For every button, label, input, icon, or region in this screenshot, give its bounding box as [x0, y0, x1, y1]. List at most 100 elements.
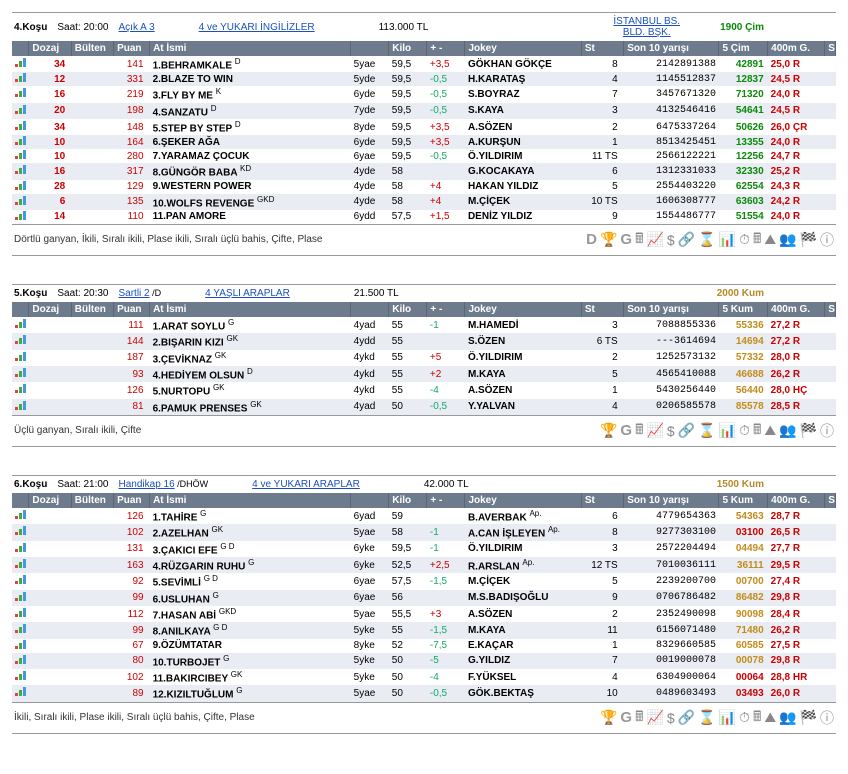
table-row[interactable]: 1261.TAHİRE G6yad59B.AVERBAK Ap.64779654…: [12, 508, 836, 524]
col-header[interactable]: [12, 493, 29, 508]
col-header[interactable]: [351, 493, 389, 508]
col-header[interactable]: St: [581, 493, 623, 508]
col-header[interactable]: Puan: [114, 41, 150, 56]
table-row[interactable]: 679.ÖZÜMTATAR8yke52-7,5E.KAÇAR1832966058…: [12, 639, 836, 653]
col-header[interactable]: 400m G.: [768, 493, 825, 508]
col-header[interactable]: [351, 41, 389, 56]
footer-icon[interactable]: 🏁: [800, 709, 817, 726]
col-header[interactable]: [12, 41, 29, 56]
table-row[interactable]: 1873.ÇEVİKNAZ GK4ykd55+5Ö.YILDIRIM212525…: [12, 350, 836, 366]
footer-icon[interactable]: ⓘ: [820, 230, 834, 250]
footer-icon[interactable]: ⌛: [698, 422, 715, 439]
col-header[interactable]: Jokey: [465, 41, 581, 56]
footer-icon[interactable]: ⓘ: [820, 421, 834, 441]
col-header[interactable]: At İsmi: [150, 41, 351, 56]
race-venue-link[interactable]: İSTANBUL BS.BLD. BŞK.: [613, 16, 680, 38]
col-header[interactable]: 5 Kum: [719, 302, 768, 317]
footer-icon[interactable]: $: [667, 710, 675, 726]
table-row[interactable]: 8010.TURBOJET G5yke50-5G.YILDIZ700190000…: [12, 653, 836, 669]
footer-icon[interactable]: 🖩: [753, 419, 761, 443]
footer-icon[interactable]: $: [667, 232, 675, 248]
footer-icon[interactable]: 📊: [719, 709, 736, 726]
chart-icon[interactable]: [15, 105, 26, 114]
col-header[interactable]: 400m G.: [768, 302, 825, 317]
chart-icon[interactable]: [15, 510, 26, 519]
col-header[interactable]: Son 10 yarışı: [624, 41, 719, 56]
chart-icon[interactable]: [15, 150, 26, 159]
col-header[interactable]: Dozaj: [29, 493, 71, 508]
footer-icon[interactable]: 🏁: [800, 231, 817, 248]
footer-icon[interactable]: 📊: [719, 422, 736, 439]
footer-icon[interactable]: G: [620, 709, 632, 726]
chart-icon[interactable]: [15, 181, 26, 190]
race-type-link[interactable]: 4 ve YUKARI ARAPLAR: [252, 479, 360, 490]
table-row[interactable]: 934.HEDİYEM OLSUN D4ykd55+2M.KAYA5456541…: [12, 366, 836, 382]
table-row[interactable]: 925.SEVİMLİ G D6yae57,5-1,5M.ÇİÇEK522392…: [12, 573, 836, 589]
bet-type-icon[interactable]: D: [586, 231, 597, 248]
table-row[interactable]: 162193.FLY BY ME K6yde59,5-0,5S.BOYRAZ73…: [12, 86, 836, 102]
footer-icon[interactable]: ⏱: [739, 231, 750, 248]
table-row[interactable]: 201984.SANZATU D7yde59,5-0,5S.KAYA341325…: [12, 103, 836, 119]
race-condition[interactable]: Açık A 3: [119, 22, 155, 33]
chart-icon[interactable]: [15, 352, 26, 361]
chart-icon[interactable]: [15, 196, 26, 205]
col-header[interactable]: Son 10 yarışı: [624, 302, 719, 317]
chart-icon[interactable]: [15, 401, 26, 410]
chart-icon[interactable]: [15, 121, 26, 130]
table-row[interactable]: 101646.ŞEKER AĞA6yde59,5+3,5A.KURŞUN1851…: [12, 135, 836, 149]
race-type-link[interactable]: 4 YAŞLI ARAPLAR: [205, 288, 290, 299]
footer-icon[interactable]: 🔗: [678, 231, 695, 248]
race-condition[interactable]: Sartli 2 /D: [119, 288, 162, 299]
col-header[interactable]: [12, 302, 29, 317]
col-header[interactable]: Jokey: [465, 493, 581, 508]
table-row[interactable]: 996.USLUHAN G6yae56M.S.BADIŞOĞLU90706786…: [12, 590, 836, 606]
col-header[interactable]: Dozaj: [29, 302, 71, 317]
table-row[interactable]: 1111.ARAT SOYLU G4yad55-1M.HAMEDİ3708885…: [12, 317, 836, 333]
table-row[interactable]: 1442.BIŞARIN KIZI GK4ydd55S.ÖZEN6 TS---3…: [12, 333, 836, 349]
col-header[interactable]: Dozaj: [29, 41, 71, 56]
col-header[interactable]: Kilo: [389, 41, 427, 56]
col-header[interactable]: [351, 302, 389, 317]
table-row[interactable]: 123312.BLAZE TO WIN5yde59,5-0,5H.KARATAŞ…: [12, 72, 836, 86]
col-header[interactable]: Kilo: [389, 493, 427, 508]
table-row[interactable]: 163178.GÜNGÖR BABA KD4yde58G.KOCAKAYA613…: [12, 163, 836, 179]
table-row[interactable]: 1313.ÇAKICI EFE G D6yke59,5-1Ö.YILDIRIM3…: [12, 541, 836, 557]
chart-icon[interactable]: [15, 592, 26, 601]
footer-icon[interactable]: 👥: [779, 231, 796, 248]
col-header[interactable]: Puan: [114, 493, 150, 508]
footer-icon[interactable]: ⛰: [764, 709, 776, 726]
col-header[interactable]: 5 Kum: [719, 493, 768, 508]
col-header[interactable]: S: [825, 493, 836, 508]
col-header[interactable]: S: [825, 302, 836, 317]
chart-icon[interactable]: [15, 624, 26, 633]
footer-icon[interactable]: ⛰: [764, 422, 776, 439]
footer-icon[interactable]: 🖩: [635, 706, 643, 730]
footer-icon[interactable]: 🔗: [678, 709, 695, 726]
chart-icon[interactable]: [15, 526, 26, 535]
footer-icon[interactable]: 🏆: [600, 422, 617, 439]
race-type-link[interactable]: 4 ve YUKARI İNGİLİZLER: [199, 22, 315, 33]
table-row[interactable]: 281299.WESTERN POWER4yde58+4HAKAN YILDIZ…: [12, 180, 836, 194]
chart-icon[interactable]: [15, 543, 26, 552]
footer-icon[interactable]: ⏱: [739, 709, 750, 726]
col-header[interactable]: 5 Çim: [719, 41, 768, 56]
footer-icon[interactable]: 🖩: [753, 228, 761, 252]
col-header[interactable]: + -: [427, 41, 465, 56]
footer-icon[interactable]: 📈: [646, 422, 663, 439]
chart-icon[interactable]: [15, 575, 26, 584]
chart-icon[interactable]: [15, 58, 26, 67]
chart-icon[interactable]: [15, 559, 26, 568]
col-header[interactable]: St: [581, 41, 623, 56]
col-header[interactable]: S: [825, 41, 836, 56]
footer-icon[interactable]: 🏆: [600, 231, 617, 248]
footer-icon[interactable]: ⓘ: [820, 708, 834, 728]
footer-icon[interactable]: 🖩: [753, 706, 761, 730]
col-header[interactable]: Kilo: [389, 302, 427, 317]
table-row[interactable]: 10211.BAKIRCIBEY GK5yke50-4F.YÜKSEL46304…: [12, 669, 836, 685]
col-header[interactable]: + -: [427, 493, 465, 508]
chart-icon[interactable]: [15, 335, 26, 344]
chart-icon[interactable]: [15, 608, 26, 617]
chart-icon[interactable]: [15, 165, 26, 174]
chart-icon[interactable]: [15, 211, 26, 220]
footer-icon[interactable]: 📈: [646, 709, 663, 726]
